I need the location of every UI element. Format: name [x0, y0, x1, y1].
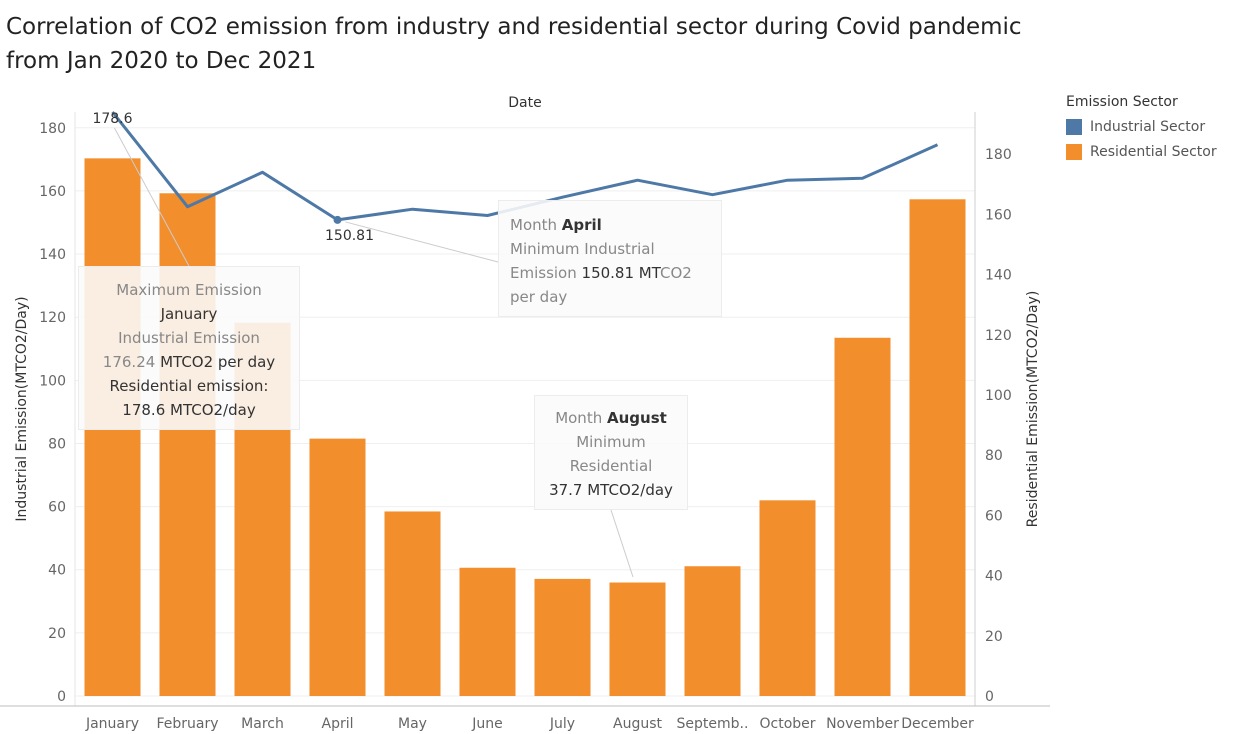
legend-item-industrial[interactable]: Industrial Sector: [1066, 114, 1217, 139]
legend-title: Emission Sector: [1066, 94, 1178, 110]
point-label: 150.81: [325, 228, 374, 244]
right-tick-label: 0: [985, 689, 994, 705]
right-axis-title: Residential Emission(MTCO2/Day): [1025, 291, 1041, 528]
right-tick-label: 160: [985, 207, 1012, 223]
left-axis-ticks: 0 20 40 60 80 100 120 140 160 180: [39, 121, 66, 705]
legend-swatch-industrial: [1066, 118, 1082, 135]
right-tick-label: 180: [985, 147, 1012, 163]
left-axis-title: Industrial Emission(MTCO2/Day): [14, 296, 30, 521]
line-points: [333, 215, 342, 224]
top-axis-title: Date: [508, 95, 541, 111]
left-tick-label: 120: [39, 310, 66, 326]
annotation-line: Industrial Emission: [118, 329, 260, 347]
right-axis-ticks: 0 20 40 60 80 100 120 140 160 180: [985, 147, 1012, 705]
annotation-month: January: [160, 305, 218, 323]
residential-bar: [459, 567, 516, 696]
left-tick-label: 140: [39, 247, 66, 263]
category-label: March: [241, 716, 284, 732]
annotation-line: Maximum Emission: [116, 281, 262, 299]
left-tick-label: 0: [57, 689, 66, 705]
left-tick-label: 40: [48, 563, 66, 579]
residential-bar: [684, 566, 741, 696]
annotation-line: Emission: [510, 264, 577, 282]
left-tick-label: 180: [39, 121, 66, 137]
annotation-month: August: [606, 409, 667, 427]
category-label: April: [322, 716, 354, 732]
annotation-label: Month: [555, 409, 603, 427]
connector-line: [345, 221, 499, 263]
category-label: May: [398, 716, 427, 732]
annotation-label: Month: [510, 216, 558, 234]
annotation-month: April: [561, 216, 602, 234]
annotation-unit: CO2: [660, 264, 692, 282]
category-label: February: [156, 716, 218, 732]
legend-label: Industrial Sector: [1090, 118, 1206, 135]
left-tick-label: 80: [48, 436, 66, 452]
annotation-value: 150.81 MT: [581, 264, 661, 282]
legend-label: Residential Sector: [1090, 143, 1217, 160]
residential-bar: [609, 582, 666, 696]
annotation-line: Residential: [569, 457, 653, 475]
legend-swatch-residential: [1066, 143, 1082, 160]
point-labels: 178.6 150.81: [92, 111, 374, 244]
annotation-unit: CO2/day: [608, 481, 673, 499]
chart-title: Correlation of CO2 emission from industr…: [6, 14, 1022, 74]
category-label: October: [759, 716, 815, 732]
residential-bar: [759, 500, 816, 696]
annotation-unit: MT: [160, 353, 182, 371]
right-tick-label: 140: [985, 268, 1012, 284]
right-tick-label: 100: [985, 388, 1012, 404]
residential-bar: [534, 578, 591, 696]
right-tick-label: 20: [985, 629, 1003, 645]
point-label: 178.6: [92, 111, 132, 127]
annotation-value: 37.7 MT: [549, 481, 609, 499]
connector-line: [610, 509, 634, 578]
annotation-value: 178.6 MTCO2/day: [122, 401, 256, 419]
category-label: June: [471, 716, 503, 732]
category-label: November: [826, 716, 899, 732]
category-label: January: [85, 716, 139, 732]
residential-bar: [309, 438, 366, 696]
legend-item-residential[interactable]: Residential Sector: [1066, 139, 1217, 164]
residential-bar: [384, 511, 441, 696]
annotation-max-emission: Maximum Emission January Industrial Emis…: [78, 266, 300, 430]
legend: Emission Sector Industrial Sector Reside…: [1066, 94, 1217, 164]
left-tick-label: 60: [48, 500, 66, 516]
annotation-min-residential: Month August Minimum Residential 37.7 MT…: [534, 395, 688, 510]
annotation-line: Residential emission:: [109, 377, 269, 395]
annotation-unit: CO2 per day: [181, 353, 276, 371]
left-tick-label: 160: [39, 184, 66, 200]
annotation-connectors: [114, 127, 634, 578]
annotation-line: Minimum: [576, 433, 646, 451]
residential-bar: [909, 199, 966, 697]
left-tick-label: 100: [39, 373, 66, 389]
right-tick-label: 40: [985, 569, 1003, 585]
right-tick-label: 120: [985, 328, 1012, 344]
right-tick-label: 80: [985, 448, 1003, 464]
right-tick-label: 60: [985, 508, 1003, 524]
connector-line: [114, 127, 191, 269]
annotation-value: 176.24: [102, 353, 156, 371]
annotation-line: Minimum Industrial: [510, 240, 655, 258]
annotation-line: per day: [510, 288, 568, 306]
category-label: Septemb..: [677, 716, 749, 732]
residential-bar: [834, 337, 891, 696]
industrial-point-min: [333, 215, 342, 224]
category-label: July: [549, 716, 575, 732]
category-labels: January February March April May June July Augu…: [85, 716, 974, 732]
left-tick-label: 20: [48, 626, 66, 642]
category-label: August: [613, 716, 663, 732]
category-label: December: [901, 716, 974, 732]
annotation-min-industrial: Month April Minimum Industrial Emission …: [498, 200, 722, 317]
